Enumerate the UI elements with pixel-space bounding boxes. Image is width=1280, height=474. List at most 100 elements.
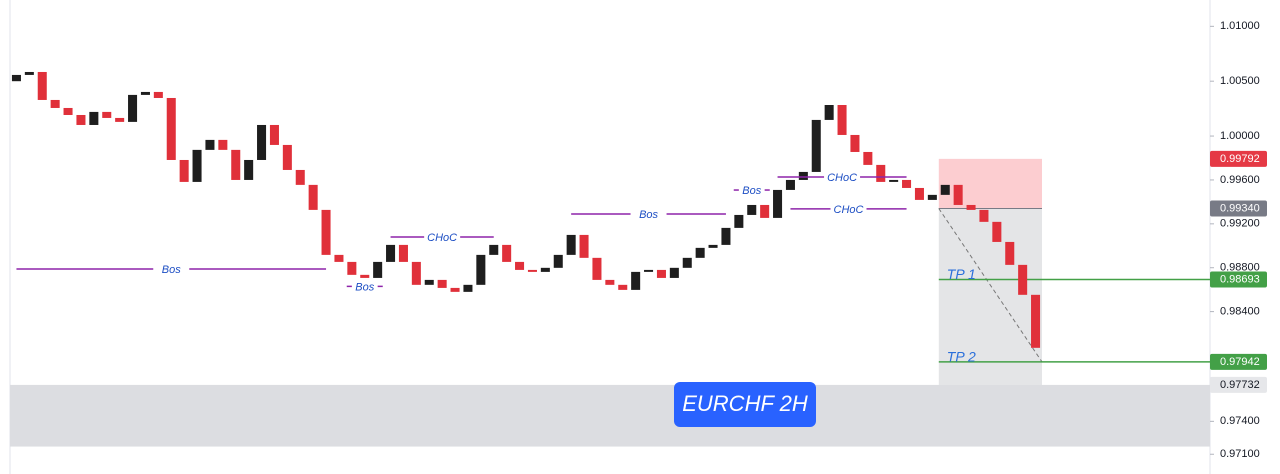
structure-label: CHoC [427, 232, 457, 244]
y-tick-label: 0.99600 [1220, 174, 1260, 186]
candle-body [644, 269, 654, 272]
candle-body [734, 214, 744, 228]
candle-body [89, 111, 99, 125]
candle-body [153, 91, 163, 98]
candle-body [334, 254, 344, 262]
candle-body [50, 99, 60, 108]
candle-body [940, 184, 950, 195]
candle-body [605, 279, 615, 285]
candle-body [231, 149, 241, 180]
candle-body [347, 261, 357, 275]
candle-body [321, 209, 331, 255]
target-label: TP 1 [947, 266, 976, 282]
plot: TP 1 TP 2 Bos Bos CHoC Bos Bos CHoC CHoC [10, 71, 1210, 447]
candle-body [721, 227, 731, 245]
candle-body [669, 267, 679, 278]
candle-body [282, 144, 292, 170]
chart-title: EURCHF 2H [682, 391, 808, 416]
candle-body [373, 261, 383, 278]
candle-body [902, 179, 912, 188]
structure-label: CHoC [834, 204, 864, 216]
candle-body [502, 244, 512, 262]
structure-label: Bos [639, 209, 658, 221]
y-tick-label: 1.00500 [1220, 75, 1260, 87]
candle-body [927, 194, 937, 200]
candle-body [386, 244, 396, 262]
candle-body [850, 134, 860, 152]
structure-label: Bos [162, 264, 181, 276]
candle-body [540, 267, 550, 272]
structure-label: CHoC [827, 172, 857, 184]
candle-body [760, 204, 770, 218]
candle-body [992, 221, 1002, 242]
price-tag [1210, 271, 1267, 288]
price-tag [1210, 200, 1267, 217]
price-tag-label: 0.97732 [1220, 379, 1260, 391]
candle-body [205, 139, 215, 150]
structure-label: Bos [355, 281, 374, 293]
candle-body [450, 287, 460, 292]
y-tick-label: 0.97400 [1220, 415, 1260, 427]
candle-body [592, 257, 602, 280]
price-tag-label: 0.98693 [1220, 273, 1260, 285]
y-tick-label: 1.00000 [1220, 130, 1260, 142]
candle-body [179, 159, 189, 182]
candle-body [876, 164, 886, 182]
candle-body [166, 97, 176, 160]
y-tick-label: 0.97100 [1220, 448, 1260, 460]
candle-body [476, 254, 486, 285]
candle-body [360, 274, 370, 278]
price-tag [1210, 376, 1267, 393]
target-label: TP 2 [947, 349, 976, 365]
candle-body [463, 284, 473, 292]
y-tick-label: 0.99200 [1220, 218, 1260, 230]
price-tag [1210, 353, 1267, 370]
candle-body [76, 114, 86, 125]
candle-body [1018, 264, 1028, 295]
candle-body [115, 117, 125, 122]
candle-body [811, 119, 821, 172]
candle-body [37, 71, 47, 100]
candle-body [11, 74, 21, 82]
candle-body [24, 71, 34, 75]
candle-body [553, 254, 563, 268]
candle-body [192, 149, 202, 182]
target-zone [938, 208, 1042, 385]
candle-body [244, 159, 254, 180]
candle-body [889, 179, 899, 182]
candle-body [269, 124, 279, 145]
candle-body [63, 107, 73, 115]
candle-body [1031, 294, 1041, 348]
price-tag-label: 0.99792 [1220, 153, 1260, 165]
candle-body [966, 204, 976, 210]
candle-body [1005, 241, 1015, 265]
candle-body [437, 279, 447, 288]
candle-body [708, 244, 718, 248]
candle-body [515, 261, 525, 270]
candle-body [398, 244, 408, 262]
candle-body [308, 184, 318, 210]
candle-body [785, 179, 795, 190]
candle-body [489, 244, 499, 255]
gray-zone [10, 384, 1210, 447]
candle-body [837, 105, 847, 135]
candle-body [218, 139, 228, 150]
candle-body [579, 234, 589, 258]
candle-body [102, 111, 112, 118]
candle-body [682, 257, 692, 268]
projection [938, 208, 1043, 363]
candle-body [128, 94, 138, 122]
y-tick-label: 0.98400 [1220, 306, 1260, 318]
candle-body [257, 124, 267, 160]
candle-body [631, 271, 641, 290]
candle-body [140, 91, 150, 95]
candle-body [798, 171, 808, 180]
candle-body [773, 189, 783, 218]
y-tick-label: 1.01000 [1220, 20, 1260, 32]
candle-body [411, 261, 421, 285]
candle-body [695, 247, 705, 258]
price-tag [1210, 150, 1267, 167]
candle-body [747, 204, 757, 215]
candle-body [424, 279, 434, 285]
candle-body [656, 269, 666, 278]
